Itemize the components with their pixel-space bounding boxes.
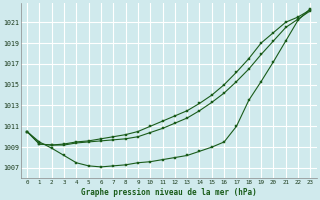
- X-axis label: Graphe pression niveau de la mer (hPa): Graphe pression niveau de la mer (hPa): [81, 188, 257, 197]
